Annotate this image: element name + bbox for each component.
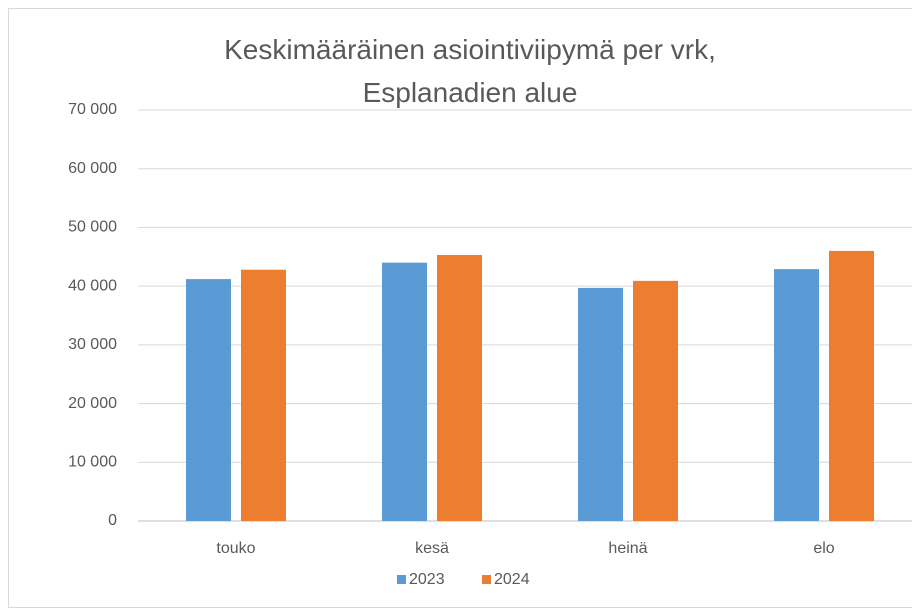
bar <box>633 280 678 521</box>
y-tick-label: 10 000 <box>68 454 117 471</box>
bar <box>829 250 874 521</box>
bar <box>437 255 482 521</box>
chart-title: Keskimääräinen asiointiviipymä per vrk, … <box>224 34 716 108</box>
bar <box>578 287 623 521</box>
bar <box>186 279 231 521</box>
y-tick-label: 30 000 <box>68 336 117 353</box>
x-tick-label: kesä <box>415 540 449 557</box>
legend-label: 2023 <box>409 571 445 588</box>
y-tick-label: 70 000 <box>68 101 117 118</box>
bar <box>382 262 427 521</box>
x-tick-label: heinä <box>608 540 647 557</box>
legend-label: 2024 <box>494 571 530 588</box>
y-tick-label: 50 000 <box>68 219 117 236</box>
y-tick-label: 40 000 <box>68 277 117 294</box>
legend-swatch <box>482 575 491 584</box>
bar <box>774 269 819 521</box>
y-tick-label: 20 000 <box>68 395 117 412</box>
y-tick-label: 0 <box>108 512 117 529</box>
x-tick-label: touko <box>216 540 255 557</box>
bar <box>241 269 286 521</box>
legend-swatch <box>397 575 406 584</box>
y-tick-label: 60 000 <box>68 160 117 177</box>
x-tick-label: elo <box>813 540 834 557</box>
